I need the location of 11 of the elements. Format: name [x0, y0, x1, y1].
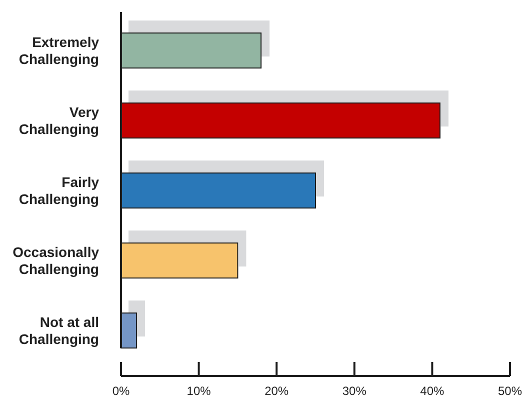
x-tick-label: 10%: [186, 384, 212, 398]
x-tick-label: 0%: [112, 384, 130, 398]
x-tick-label: 40%: [420, 384, 445, 398]
y-tick-label: Not at all Challenging: [18, 314, 99, 347]
x-tick-label: 50%: [498, 384, 522, 398]
y-tick-label: Very Challenging: [18, 104, 100, 137]
x-tick-label: 30%: [342, 384, 367, 398]
x-tick-label: 20%: [264, 384, 289, 398]
y-tick-label: Extremely Challenging: [18, 34, 100, 67]
y-tick-label: Fairly Challenging: [18, 174, 100, 207]
y-tick-label: Occasionally Challenging: [12, 244, 100, 277]
